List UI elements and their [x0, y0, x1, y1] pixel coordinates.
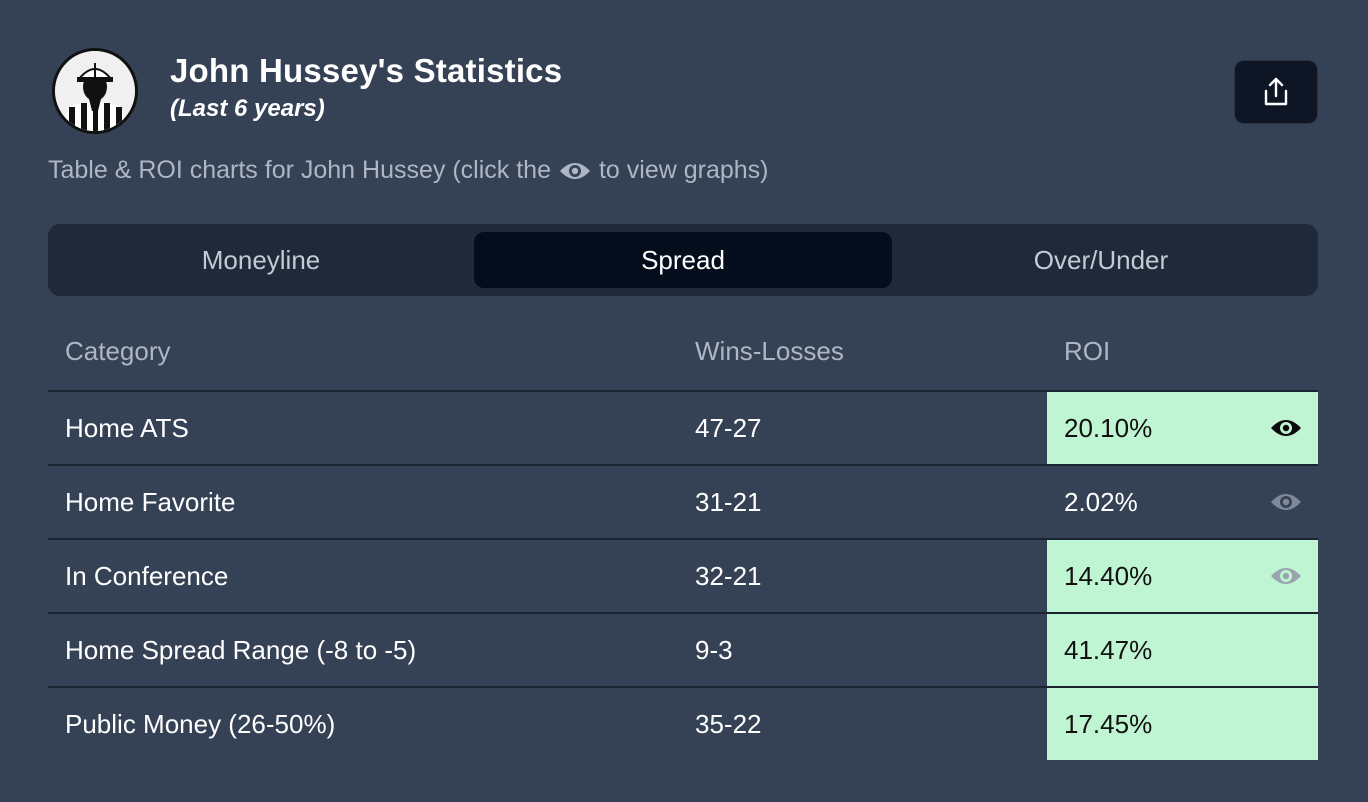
bet-type-tabs: Moneyline Spread Over/Under: [48, 224, 1318, 296]
roi-cell: 41.47%: [1047, 614, 1318, 686]
tab-over-under[interactable]: Over/Under: [1033, 244, 1169, 275]
share-icon: [1264, 77, 1288, 106]
roi-cell: 2.02%: [1047, 466, 1318, 538]
wins-losses-cell: 32-21: [695, 560, 762, 591]
referee-avatar-icon: [55, 51, 135, 131]
table-header: Category Wins-Losses ROI: [48, 318, 1318, 392]
roi-value: 14.40%: [1064, 560, 1153, 591]
column-header-roi: ROI: [1064, 336, 1111, 366]
wins-losses-cell: 47-27: [695, 412, 762, 443]
roi-value: 20.10%: [1064, 412, 1153, 443]
column-header-wins-losses: Wins-Losses: [695, 336, 844, 366]
page-title: John Hussey's Statistics: [170, 52, 563, 89]
category-cell: Home Favorite: [65, 486, 236, 517]
category-cell: Home Spread Range (-8 to -5): [65, 634, 417, 665]
tab-moneyline[interactable]: Moneyline: [201, 244, 321, 275]
table-row: Home ATS 47-27 20.10%: [48, 392, 1318, 466]
roi-value: 17.45%: [1064, 708, 1153, 739]
description-text: Table & ROI charts for John Hussey (clic…: [48, 156, 769, 185]
eye-icon: [559, 160, 591, 182]
description-after: to view graphs): [598, 156, 769, 184]
column-header-category: Category: [65, 336, 171, 366]
category-cell: In Conference: [65, 560, 229, 591]
roi-cell: 20.10%: [1047, 392, 1318, 464]
view-graph-eye-icon[interactable]: [1270, 565, 1302, 587]
wins-losses-cell: 35-22: [695, 708, 762, 739]
table-row: In Conference 32-21 14.40%: [48, 540, 1318, 614]
roi-value: 41.47%: [1064, 634, 1153, 665]
roi-value: 2.02%: [1064, 486, 1138, 517]
wins-losses-cell: 9-3: [695, 634, 733, 665]
view-graph-eye-icon[interactable]: [1270, 491, 1302, 513]
referee-avatar: [52, 48, 138, 134]
category-cell: Public Money (26-50%): [65, 708, 336, 739]
table-row: Home Spread Range (-8 to -5) 9-3 41.47%: [48, 614, 1318, 688]
category-cell: Home ATS: [65, 412, 189, 443]
roi-cell: 14.40%: [1047, 540, 1318, 612]
view-graph-eye-icon[interactable]: [1270, 417, 1302, 439]
table-row: Home Favorite 31-21 2.02%: [48, 466, 1318, 540]
table-row: Public Money (26-50%) 35-22 17.45%: [48, 688, 1318, 762]
roi-cell: 17.45%: [1047, 688, 1318, 760]
tab-spread[interactable]: Spread: [474, 232, 892, 288]
share-button[interactable]: [1234, 60, 1318, 124]
wins-losses-cell: 31-21: [695, 486, 762, 517]
page-subtitle: (Last 6 years): [170, 95, 325, 122]
stats-table: Category Wins-Losses ROI Home ATS 47-27 …: [48, 318, 1318, 762]
description-before: Table & ROI charts for John Hussey (clic…: [48, 156, 551, 184]
